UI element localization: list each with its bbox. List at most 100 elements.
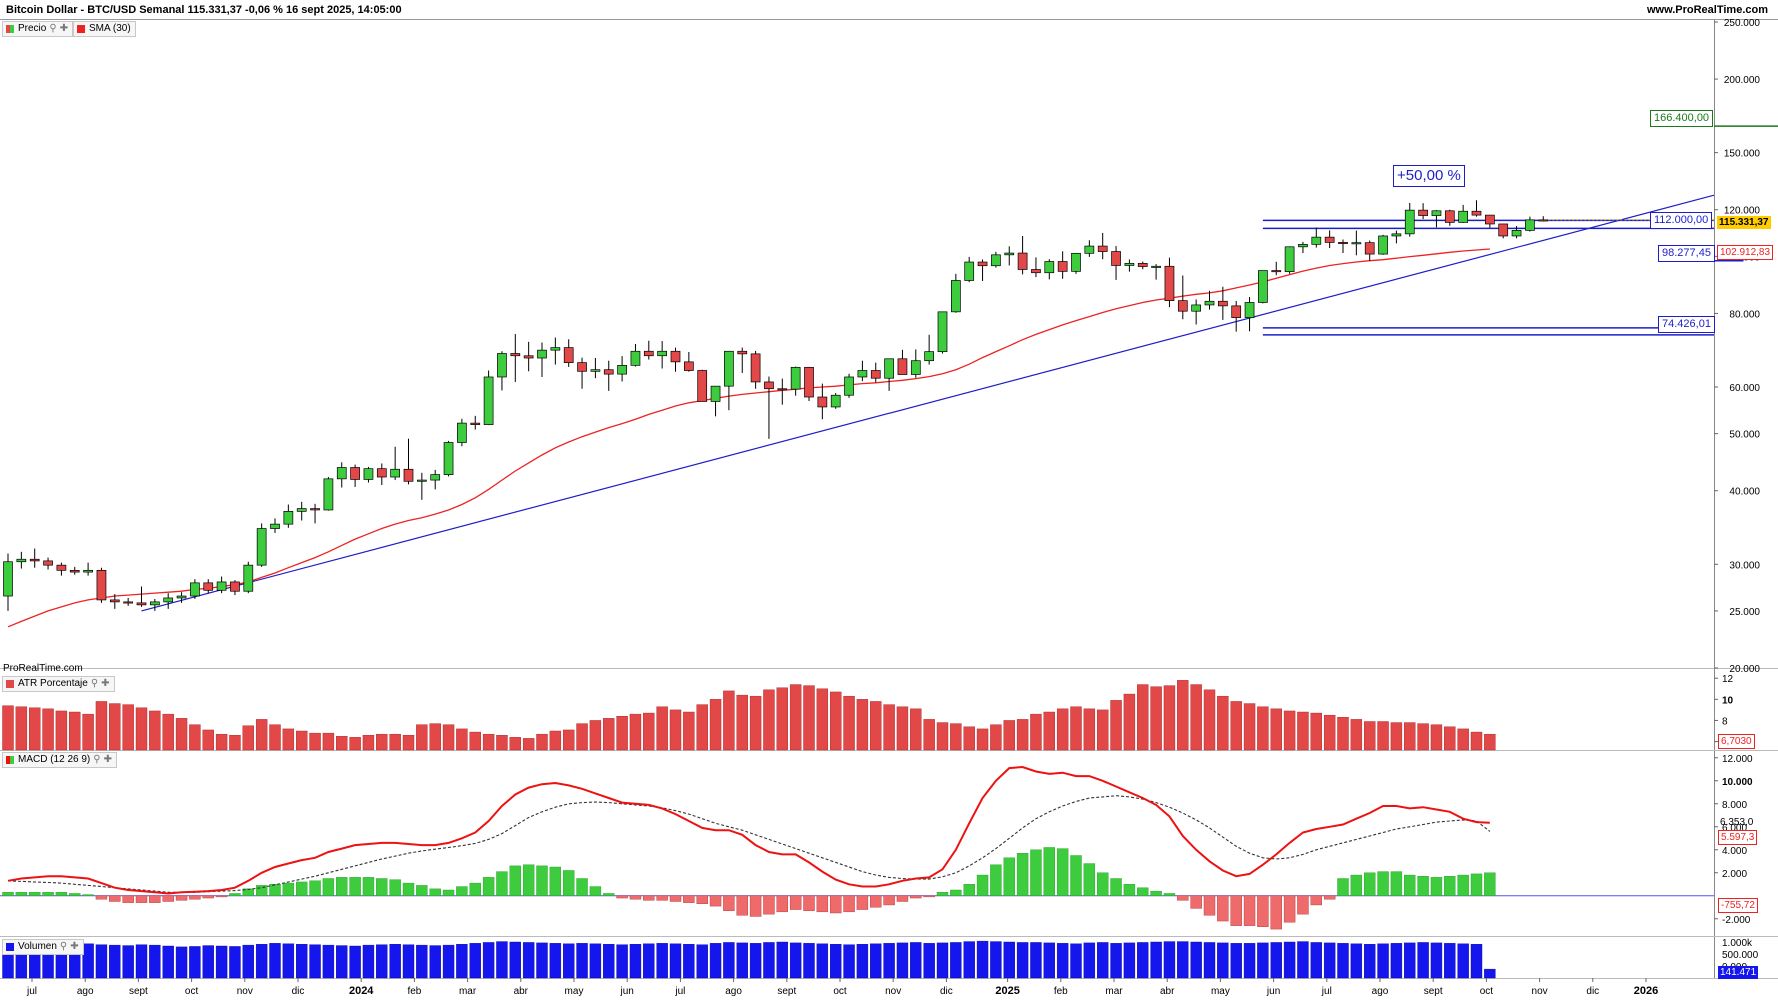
macd-tick-label: 8.000 xyxy=(1722,800,1747,811)
legend-volume[interactable]: Volumen ⚲ ✚ xyxy=(2,939,84,955)
candle-body xyxy=(1044,261,1055,274)
candle xyxy=(964,256,975,283)
volume-bar xyxy=(269,943,281,979)
atr-bar xyxy=(69,711,81,751)
price-swatch-icon xyxy=(6,25,14,33)
wrench-icon[interactable]: ⚲ xyxy=(49,23,57,34)
wrench-icon[interactable]: ⚲ xyxy=(90,678,99,689)
candle xyxy=(737,347,748,373)
volume-bar xyxy=(656,943,668,979)
percent-gain-box[interactable]: +50,00 % xyxy=(1393,165,1465,187)
candle-body xyxy=(1124,263,1135,266)
macd-histogram-bar xyxy=(616,895,628,899)
atr-bar xyxy=(15,706,28,751)
candle-body xyxy=(109,599,120,603)
atr-bar xyxy=(816,688,829,751)
plus-icon[interactable]: ✚ xyxy=(103,754,112,765)
candle-body xyxy=(737,350,748,355)
atr-bar xyxy=(456,728,468,751)
time-tick-label: oct xyxy=(1480,986,1494,997)
volume-bar xyxy=(1070,943,1082,979)
volume-bar xyxy=(1043,942,1056,979)
candle xyxy=(1444,209,1455,226)
target-price-box[interactable]: 166.400,00 xyxy=(1650,110,1714,127)
site-link[interactable]: www.ProRealTime.com xyxy=(1646,4,1768,16)
candle-body xyxy=(1431,210,1442,216)
candle xyxy=(630,343,641,367)
atr-bar xyxy=(82,713,94,751)
candle xyxy=(163,593,174,609)
plus-icon[interactable]: ✚ xyxy=(70,941,79,952)
time-tick-label: 2025 xyxy=(995,985,1019,997)
macd-histogram-bar xyxy=(656,895,668,901)
atr-bar xyxy=(482,733,495,751)
legend-price-label: Precio xyxy=(18,23,47,34)
wrench-icon[interactable]: ⚲ xyxy=(59,941,68,952)
price-tick-label: 20.000 xyxy=(1729,664,1760,675)
macd-histogram-bar xyxy=(1417,876,1429,896)
candle xyxy=(443,440,454,477)
time-tick-label: sept xyxy=(1424,986,1443,997)
time-tick-label: dic xyxy=(1586,986,1599,997)
support-price-box[interactable]: 98.277,45 xyxy=(1658,245,1715,262)
candle-body xyxy=(790,366,801,390)
volume-bar xyxy=(1323,942,1336,979)
volume-bar xyxy=(709,943,722,979)
low-zone-price-box[interactable]: 74.426,01 xyxy=(1658,316,1715,333)
atr-bar xyxy=(723,690,735,751)
atr-bar xyxy=(776,687,788,751)
volume-bar xyxy=(282,943,295,979)
volume-bar xyxy=(1243,943,1256,979)
macd-histogram-bar xyxy=(269,884,281,896)
macd-histogram-bar xyxy=(830,895,842,914)
candle xyxy=(550,337,561,365)
legend-sma[interactable]: SMA (30) xyxy=(73,21,136,37)
volume-bar xyxy=(336,945,348,979)
volume-bar xyxy=(1230,943,1242,979)
candle xyxy=(256,523,267,567)
candle xyxy=(56,562,67,576)
candle xyxy=(296,501,307,521)
resistance-price-box[interactable]: 112.000,00 xyxy=(1650,212,1713,229)
candle-body xyxy=(950,280,961,313)
legend-macd[interactable]: MACD (12 26 9) ⚲ ✚ xyxy=(2,752,117,768)
volume-bar xyxy=(563,943,575,979)
macd-histogram-bar xyxy=(1110,878,1122,896)
candle xyxy=(1471,200,1482,217)
candle xyxy=(764,376,774,439)
atr-bar xyxy=(616,716,628,751)
candle-body xyxy=(1084,245,1095,254)
candle-body xyxy=(390,468,400,478)
atr-bar xyxy=(109,703,121,751)
candle xyxy=(563,339,574,367)
macd-histogram-bar xyxy=(376,878,388,896)
atr-bar xyxy=(923,719,935,751)
atr-bar xyxy=(1230,701,1242,751)
atr-bar xyxy=(749,695,762,751)
legend-price[interactable]: Precio ⚲ ✚ xyxy=(2,21,74,37)
plus-icon[interactable]: ✚ xyxy=(59,23,69,34)
wrench-icon[interactable]: ⚲ xyxy=(93,754,101,765)
volume-bar xyxy=(1337,943,1349,979)
candle xyxy=(1484,214,1495,228)
volume-bar xyxy=(175,946,188,979)
volume-bar xyxy=(536,942,548,979)
macd-tick-label: 2.000 xyxy=(1722,869,1747,880)
atr-bar xyxy=(603,718,615,751)
macd-histogram-bar xyxy=(309,880,321,896)
atr-bar xyxy=(1243,703,1256,751)
macd-histogram-bar xyxy=(202,895,214,899)
macd-histogram-bar xyxy=(1217,895,1229,922)
macd-histogram-bar xyxy=(883,895,895,906)
atr-bar xyxy=(122,704,134,751)
candle-body xyxy=(1177,300,1188,312)
atr-bar xyxy=(362,735,375,751)
time-tick-label: feb xyxy=(407,986,421,997)
candle xyxy=(1084,240,1095,257)
atr-bar xyxy=(643,712,655,751)
candle-body xyxy=(1191,304,1202,312)
candle-body xyxy=(29,558,40,562)
plus-icon[interactable]: ✚ xyxy=(101,678,110,689)
legend-atr[interactable]: ATR Porcentaje ⚲ ✚ xyxy=(2,676,115,692)
volume-bar xyxy=(696,944,708,979)
